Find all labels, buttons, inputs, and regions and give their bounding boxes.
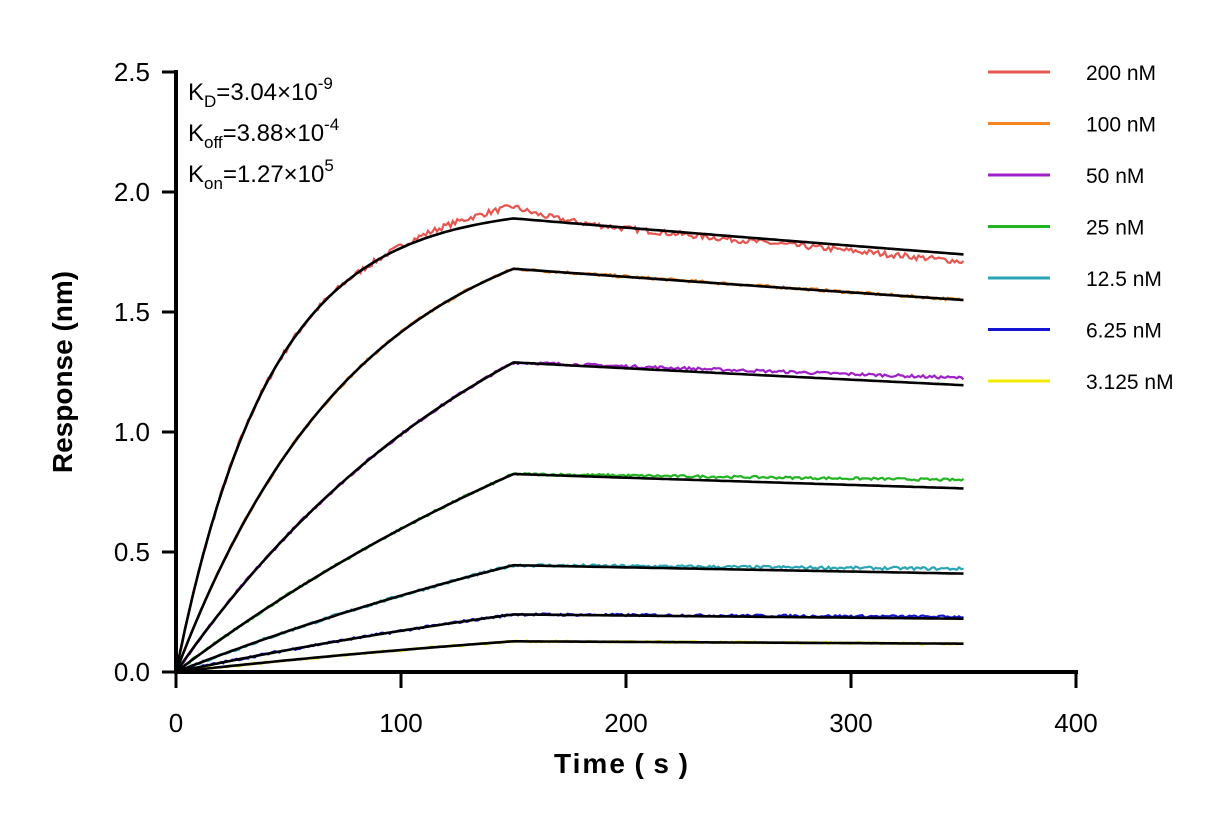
kinetic-constant: Koff=3.88×10-4 (188, 115, 339, 152)
y-tick-label: 0.5 (114, 537, 150, 567)
legend: 200 nM 100 nM 50 nM 25 nM 12.5 nM 6.25 nM 3.12… (988, 62, 1174, 394)
y-ticks: 0.0 0.5 1.0 1.5 2.0 2.5 (114, 57, 176, 687)
legend-label: 50 nM (1086, 165, 1144, 188)
x-tick-label: 0 (169, 708, 183, 738)
fit-line-200-nM (174, 217, 964, 673)
legend-label: 3.125 nM (1086, 371, 1174, 394)
legend-label: 25 nM (1086, 217, 1144, 240)
series-line-3.125-nM (175, 639, 965, 674)
kinetic-constant: KD=3.04×10-9 (188, 74, 333, 111)
x-tick-label: 400 (1054, 708, 1097, 738)
fit-curves (174, 217, 964, 674)
kinetic-constant: Kon=1.27×105 (188, 156, 334, 193)
y-tick-label: 2.0 (114, 177, 150, 207)
fit-line-6.25-nM (175, 613, 964, 674)
fit-line-3.125-nM (175, 639, 964, 674)
x-tick-label: 100 (379, 708, 422, 738)
x-tick-label: 200 (604, 708, 647, 738)
fit-line-50-nM (174, 361, 964, 673)
legend-label: 100 nM (1086, 114, 1156, 137)
y-tick-label: 2.5 (114, 57, 150, 87)
legend-label: 6.25 nM (1086, 320, 1162, 343)
y-axis-title: Response (nm) (47, 271, 78, 473)
plot-area (174, 204, 965, 674)
legend-label: 12.5 nM (1086, 268, 1162, 291)
y-tick-label: 1.5 (114, 297, 150, 327)
series-line-50-nM (175, 360, 965, 673)
fit-line-100-nM (174, 267, 964, 673)
y-tick-label: 1.0 (114, 417, 150, 447)
legend-label: 200 nM (1086, 62, 1156, 85)
y-tick-label: 0.0 (114, 657, 150, 687)
x-tick-label: 300 (829, 708, 872, 738)
x-axis-title: Time ( s ) (554, 748, 690, 779)
x-ticks: 0 100 200 300 400 (169, 672, 1098, 738)
kinetic-constants: KD=3.04×10-9 Koff=3.88×10-4 Kon=1.27×105 (188, 74, 339, 193)
series-line-200-nM (174, 204, 965, 673)
fit-line-12.5-nM (175, 563, 964, 674)
fit-line-25-nM (175, 472, 964, 674)
series-line-100-nM (174, 267, 964, 672)
